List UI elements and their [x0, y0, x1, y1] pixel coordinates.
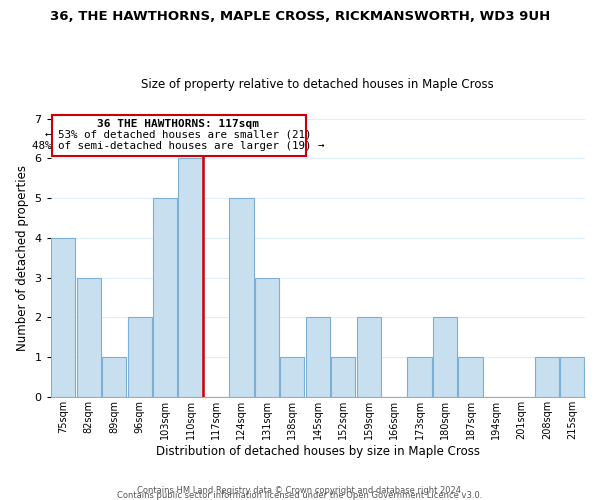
- Y-axis label: Number of detached properties: Number of detached properties: [16, 164, 29, 350]
- Bar: [255, 278, 279, 397]
- Text: Contains public sector information licensed under the Open Government Licence v3: Contains public sector information licen…: [118, 491, 482, 500]
- Bar: [102, 357, 126, 397]
- Bar: [458, 357, 482, 397]
- Bar: [178, 158, 203, 397]
- Bar: [51, 238, 76, 397]
- Bar: [433, 318, 457, 397]
- Text: ← 53% of detached houses are smaller (21): ← 53% of detached houses are smaller (21…: [44, 130, 311, 140]
- Bar: [560, 357, 584, 397]
- Bar: [407, 357, 431, 397]
- Bar: [356, 318, 381, 397]
- Title: Size of property relative to detached houses in Maple Cross: Size of property relative to detached ho…: [142, 78, 494, 91]
- Bar: [128, 318, 152, 397]
- Bar: [280, 357, 304, 397]
- X-axis label: Distribution of detached houses by size in Maple Cross: Distribution of detached houses by size …: [156, 444, 480, 458]
- Text: 36 THE HAWTHORNS: 117sqm: 36 THE HAWTHORNS: 117sqm: [97, 120, 259, 130]
- Text: 48% of semi-detached houses are larger (19) →: 48% of semi-detached houses are larger (…: [32, 141, 324, 151]
- FancyBboxPatch shape: [52, 114, 307, 156]
- Bar: [77, 278, 101, 397]
- Bar: [153, 198, 177, 397]
- Bar: [305, 318, 330, 397]
- Bar: [535, 357, 559, 397]
- Bar: [331, 357, 355, 397]
- Bar: [229, 198, 254, 397]
- Text: 36, THE HAWTHORNS, MAPLE CROSS, RICKMANSWORTH, WD3 9UH: 36, THE HAWTHORNS, MAPLE CROSS, RICKMANS…: [50, 10, 550, 23]
- Text: Contains HM Land Registry data © Crown copyright and database right 2024.: Contains HM Land Registry data © Crown c…: [137, 486, 463, 495]
